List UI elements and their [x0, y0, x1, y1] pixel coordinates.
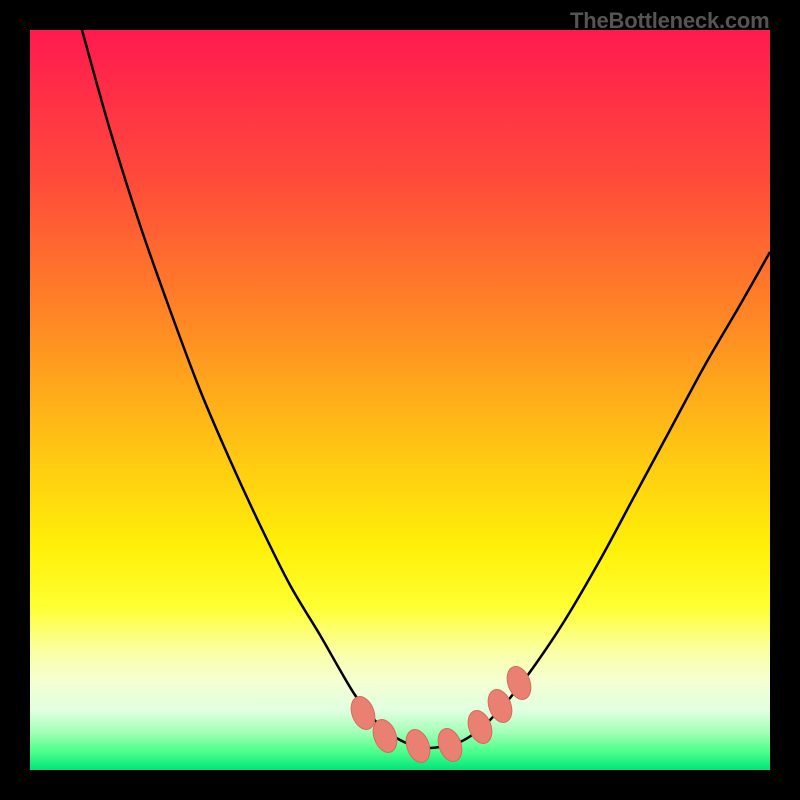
- plot-background: [30, 30, 770, 770]
- chart-svg: [0, 0, 800, 800]
- watermark-text: TheBottleneck.com: [570, 8, 770, 34]
- chart-container: TheBottleneck.com: [0, 0, 800, 800]
